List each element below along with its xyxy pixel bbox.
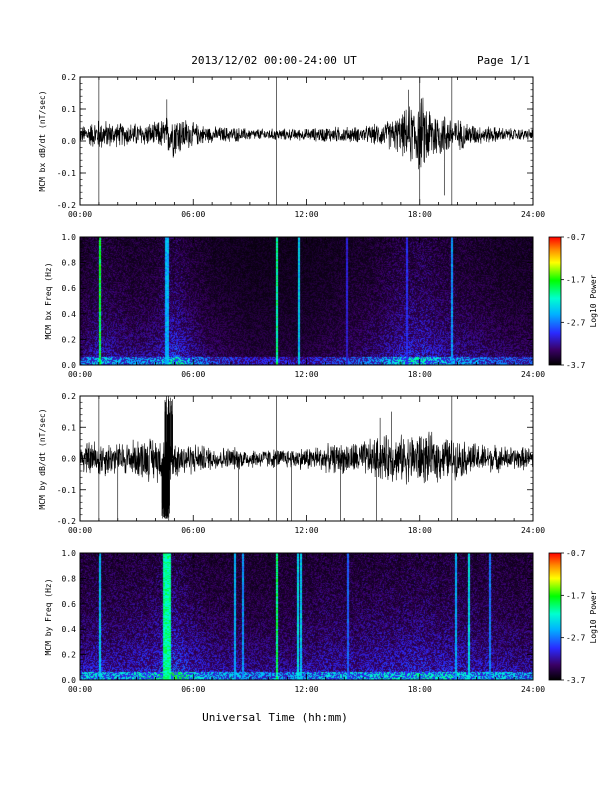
y-tick-label: 0.8	[62, 259, 77, 268]
y-tick-label: 0.0	[62, 361, 77, 370]
y-tick-label: 0.1	[62, 423, 77, 432]
by-dbdt-ylabel: MCM by dB/dt (nT/sec)	[38, 408, 47, 509]
y-tick-label: 0.0	[62, 137, 77, 146]
y-tick-label: 0.6	[62, 600, 77, 609]
panel-by-spectrogram: 00:00 06:00 12:00 18:00 24:00 0.0 0.2 0.4 0.6 0.8…	[44, 549, 598, 694]
x-tick-label: 00:00	[68, 210, 92, 219]
by-colorbar	[548, 552, 562, 681]
date-range-title: 2013/12/02 00:00-24:00 UT	[191, 54, 357, 67]
y-tick-label: -0.1	[57, 486, 76, 495]
x-tick-label: 18:00	[408, 370, 432, 379]
x-tick-label: 24:00	[521, 370, 545, 379]
x-tick-label: 06:00	[181, 526, 205, 535]
colorbar-tick-label: -1.7	[566, 591, 585, 600]
bx-dbdt-axes: 00:00 06:00 12:00 18:00 24:00 -0.2 -0.1 0.0 0.1 0…	[57, 73, 545, 219]
y-tick-label: 0.0	[62, 455, 77, 464]
colorbar-tick-label: -3.7	[566, 676, 585, 685]
by-colorbar-ticks: -0.7 -1.7 -2.7 -3.7	[561, 549, 585, 685]
bx-dbdt-trace	[80, 77, 533, 205]
y-tick-label: -0.2	[57, 201, 76, 210]
colorbar-tick-label: -1.7	[566, 276, 585, 285]
page-indicator: Page 1/1	[477, 54, 530, 67]
x-tick-label: 18:00	[408, 685, 432, 694]
by-dbdt-axes: 00:00 06:00 12:00 18:00 24:00 -0.2 -0.1 0.0 0.1 0…	[57, 392, 545, 535]
x-tick-label: 12:00	[294, 370, 318, 379]
x-tick-label: 06:00	[181, 210, 205, 219]
x-tick-label: 00:00	[68, 370, 92, 379]
panel-bx-dbdt: 00:00 06:00 12:00 18:00 24:00 -0.2 -0.1 0.0 0.1 0…	[38, 73, 545, 219]
x-tick-label: 00:00	[68, 526, 92, 535]
by-spectrogram-axes: 00:00 06:00 12:00 18:00 24:00 0.0 0.2 0.4 0.6 0.8…	[62, 549, 546, 694]
by-spectrogram-image	[80, 553, 533, 680]
bx-spectrogram-image	[80, 237, 533, 365]
colorbar-tick-label: -0.7	[566, 549, 585, 558]
bx-colorbar-ticks: -0.7 -1.7 -2.7 -3.7	[561, 233, 585, 370]
y-tick-label: 0.6	[62, 284, 77, 293]
y-tick-label: 0.2	[62, 335, 77, 344]
y-tick-label: 0.2	[62, 73, 77, 82]
y-tick-label: 0.0	[62, 676, 77, 685]
x-tick-label: 18:00	[408, 210, 432, 219]
by-dbdt-trace	[80, 396, 533, 521]
by-colorbar-label: Log10 Power	[589, 590, 598, 643]
y-tick-label: 1.0	[62, 549, 77, 558]
bx-colorbar-label: Log10 Power	[589, 274, 598, 327]
y-tick-label: -0.1	[57, 169, 76, 178]
x-tick-label: 18:00	[408, 526, 432, 535]
bx-spectrogram-ylabel: MCM bx Freq (Hz)	[44, 262, 53, 339]
x-tick-label: 24:00	[521, 526, 545, 535]
colorbar-tick-label: -3.7	[566, 361, 585, 370]
bx-dbdt-ylabel: MCM bx dB/dt (nT/sec)	[38, 90, 47, 191]
colorbar-tick-label: -0.7	[566, 233, 585, 242]
panel-by-dbdt: 00:00 06:00 12:00 18:00 24:00 -0.2 -0.1 0.0 0.1 0…	[38, 392, 545, 535]
x-tick-label: 12:00	[294, 685, 318, 694]
y-tick-label: 1.0	[62, 233, 77, 242]
x-tick-label: 12:00	[294, 210, 318, 219]
bx-colorbar	[548, 236, 562, 366]
colorbar-tick-label: -2.7	[566, 318, 585, 327]
colorbar-tick-label: -2.7	[566, 634, 585, 643]
x-tick-label: 24:00	[521, 210, 545, 219]
y-tick-label: 0.4	[62, 310, 77, 319]
panel-bx-spectrogram: 00:00 06:00 12:00 18:00 24:00 0.0 0.2 0.4 0.6 0.8…	[44, 233, 598, 379]
y-tick-label: 0.1	[62, 105, 77, 114]
x-tick-label: 24:00	[521, 685, 545, 694]
bx-spectrogram-axes: 00:00 06:00 12:00 18:00 24:00 0.0 0.2 0.4 0.6 0.8…	[62, 233, 546, 379]
y-tick-label: 0.2	[62, 392, 77, 401]
by-spectrogram-ylabel: MCM by Freq (Hz)	[44, 578, 53, 655]
x-tick-label: 12:00	[294, 526, 318, 535]
x-tick-label: 00:00	[68, 685, 92, 694]
x-axis-title: Universal Time (hh:mm)	[202, 711, 348, 724]
y-tick-label: 0.2	[62, 651, 77, 660]
y-tick-label: -0.2	[57, 517, 76, 526]
y-tick-label: 0.8	[62, 574, 77, 583]
y-tick-label: 0.4	[62, 625, 77, 634]
x-tick-label: 06:00	[181, 370, 205, 379]
x-tick-label: 06:00	[181, 685, 205, 694]
